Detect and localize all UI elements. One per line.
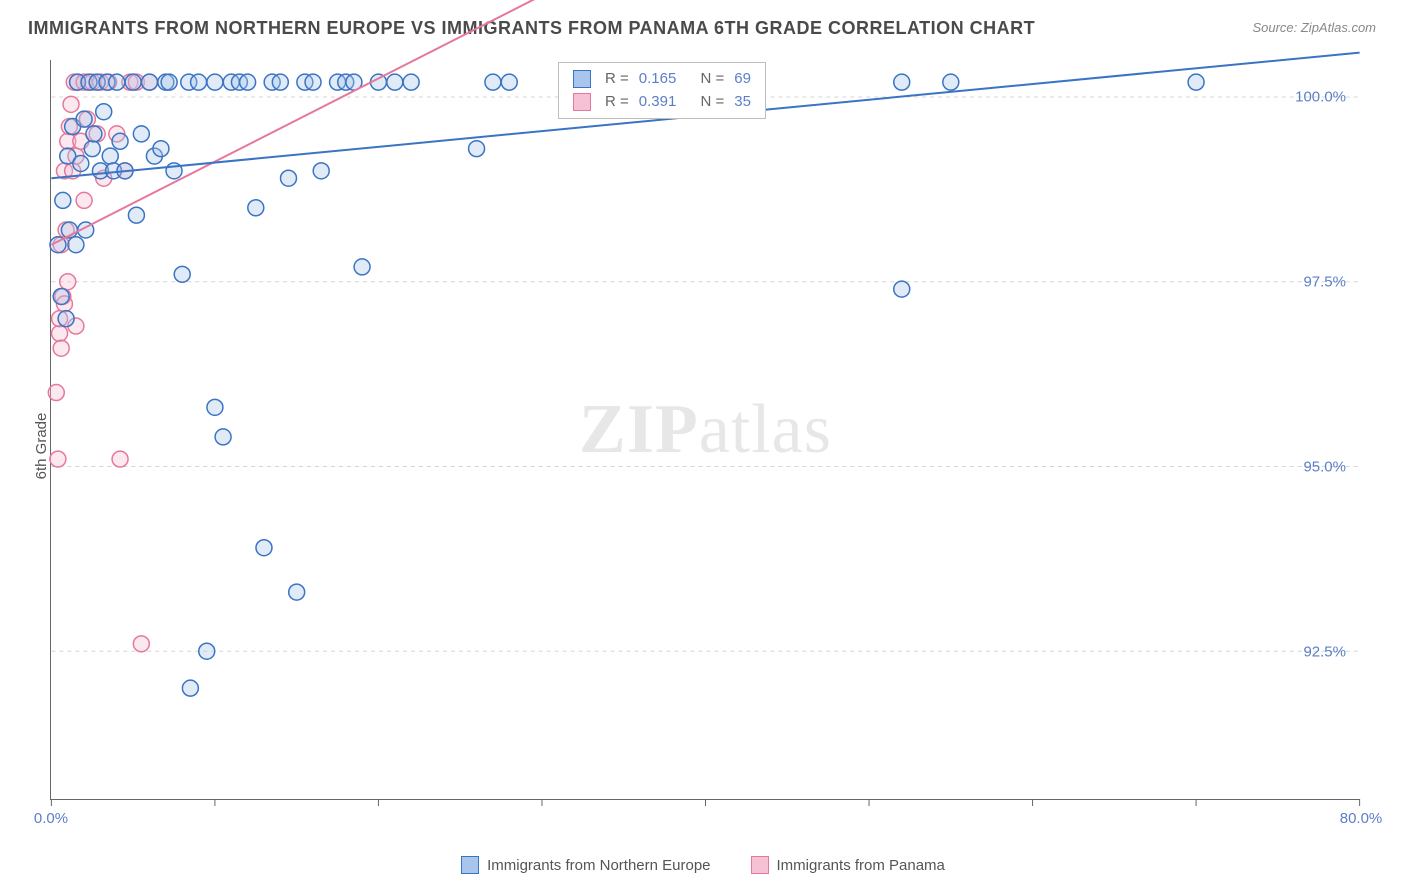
y-tick-label: 95.0% — [1303, 459, 1346, 476]
n-label: N = — [700, 90, 724, 113]
plot-svg — [51, 60, 1360, 799]
stats-row-blue: R = 0.165 N = 69 — [573, 67, 751, 90]
y-tick-label: 97.5% — [1303, 274, 1346, 291]
r-label: R = — [605, 67, 629, 90]
scatter-plot-area: ZIPatlas 92.5%95.0%97.5%100.0%0.0%80.0% — [50, 60, 1360, 800]
y-tick-label: 92.5% — [1303, 644, 1346, 661]
y-axis-label: 6th Grade — [33, 413, 50, 480]
legend-swatch-pink — [751, 856, 769, 874]
n-value-pink: 35 — [734, 90, 751, 113]
n-label: N = — [700, 67, 724, 90]
source-attribution: Source: ZipAtlas.com — [1252, 20, 1376, 35]
legend-item-blue: Immigrants from Northern Europe — [461, 856, 710, 874]
bottom-legend: Immigrants from Northern Europe Immigran… — [0, 856, 1406, 874]
n-value-blue: 69 — [734, 67, 751, 90]
legend-label-blue: Immigrants from Northern Europe — [487, 857, 710, 874]
r-label: R = — [605, 90, 629, 113]
stats-swatch-pink — [573, 93, 591, 111]
x-tick-label: 80.0% — [1340, 810, 1383, 827]
stats-row-pink: R = 0.391 N = 35 — [573, 90, 751, 113]
legend-swatch-blue — [461, 856, 479, 874]
legend-item-pink: Immigrants from Panama — [751, 856, 945, 874]
stats-legend-box: R = 0.165 N = 69 R = 0.391 N = 35 — [558, 62, 766, 119]
r-value-pink: 0.391 — [639, 90, 677, 113]
chart-title: IMMIGRANTS FROM NORTHERN EUROPE VS IMMIG… — [28, 18, 1035, 39]
x-tick-label: 0.0% — [34, 810, 68, 827]
y-tick-label: 100.0% — [1295, 89, 1346, 106]
r-value-blue: 0.165 — [639, 67, 677, 90]
stats-swatch-blue — [573, 70, 591, 88]
legend-label-pink: Immigrants from Panama — [777, 857, 945, 874]
